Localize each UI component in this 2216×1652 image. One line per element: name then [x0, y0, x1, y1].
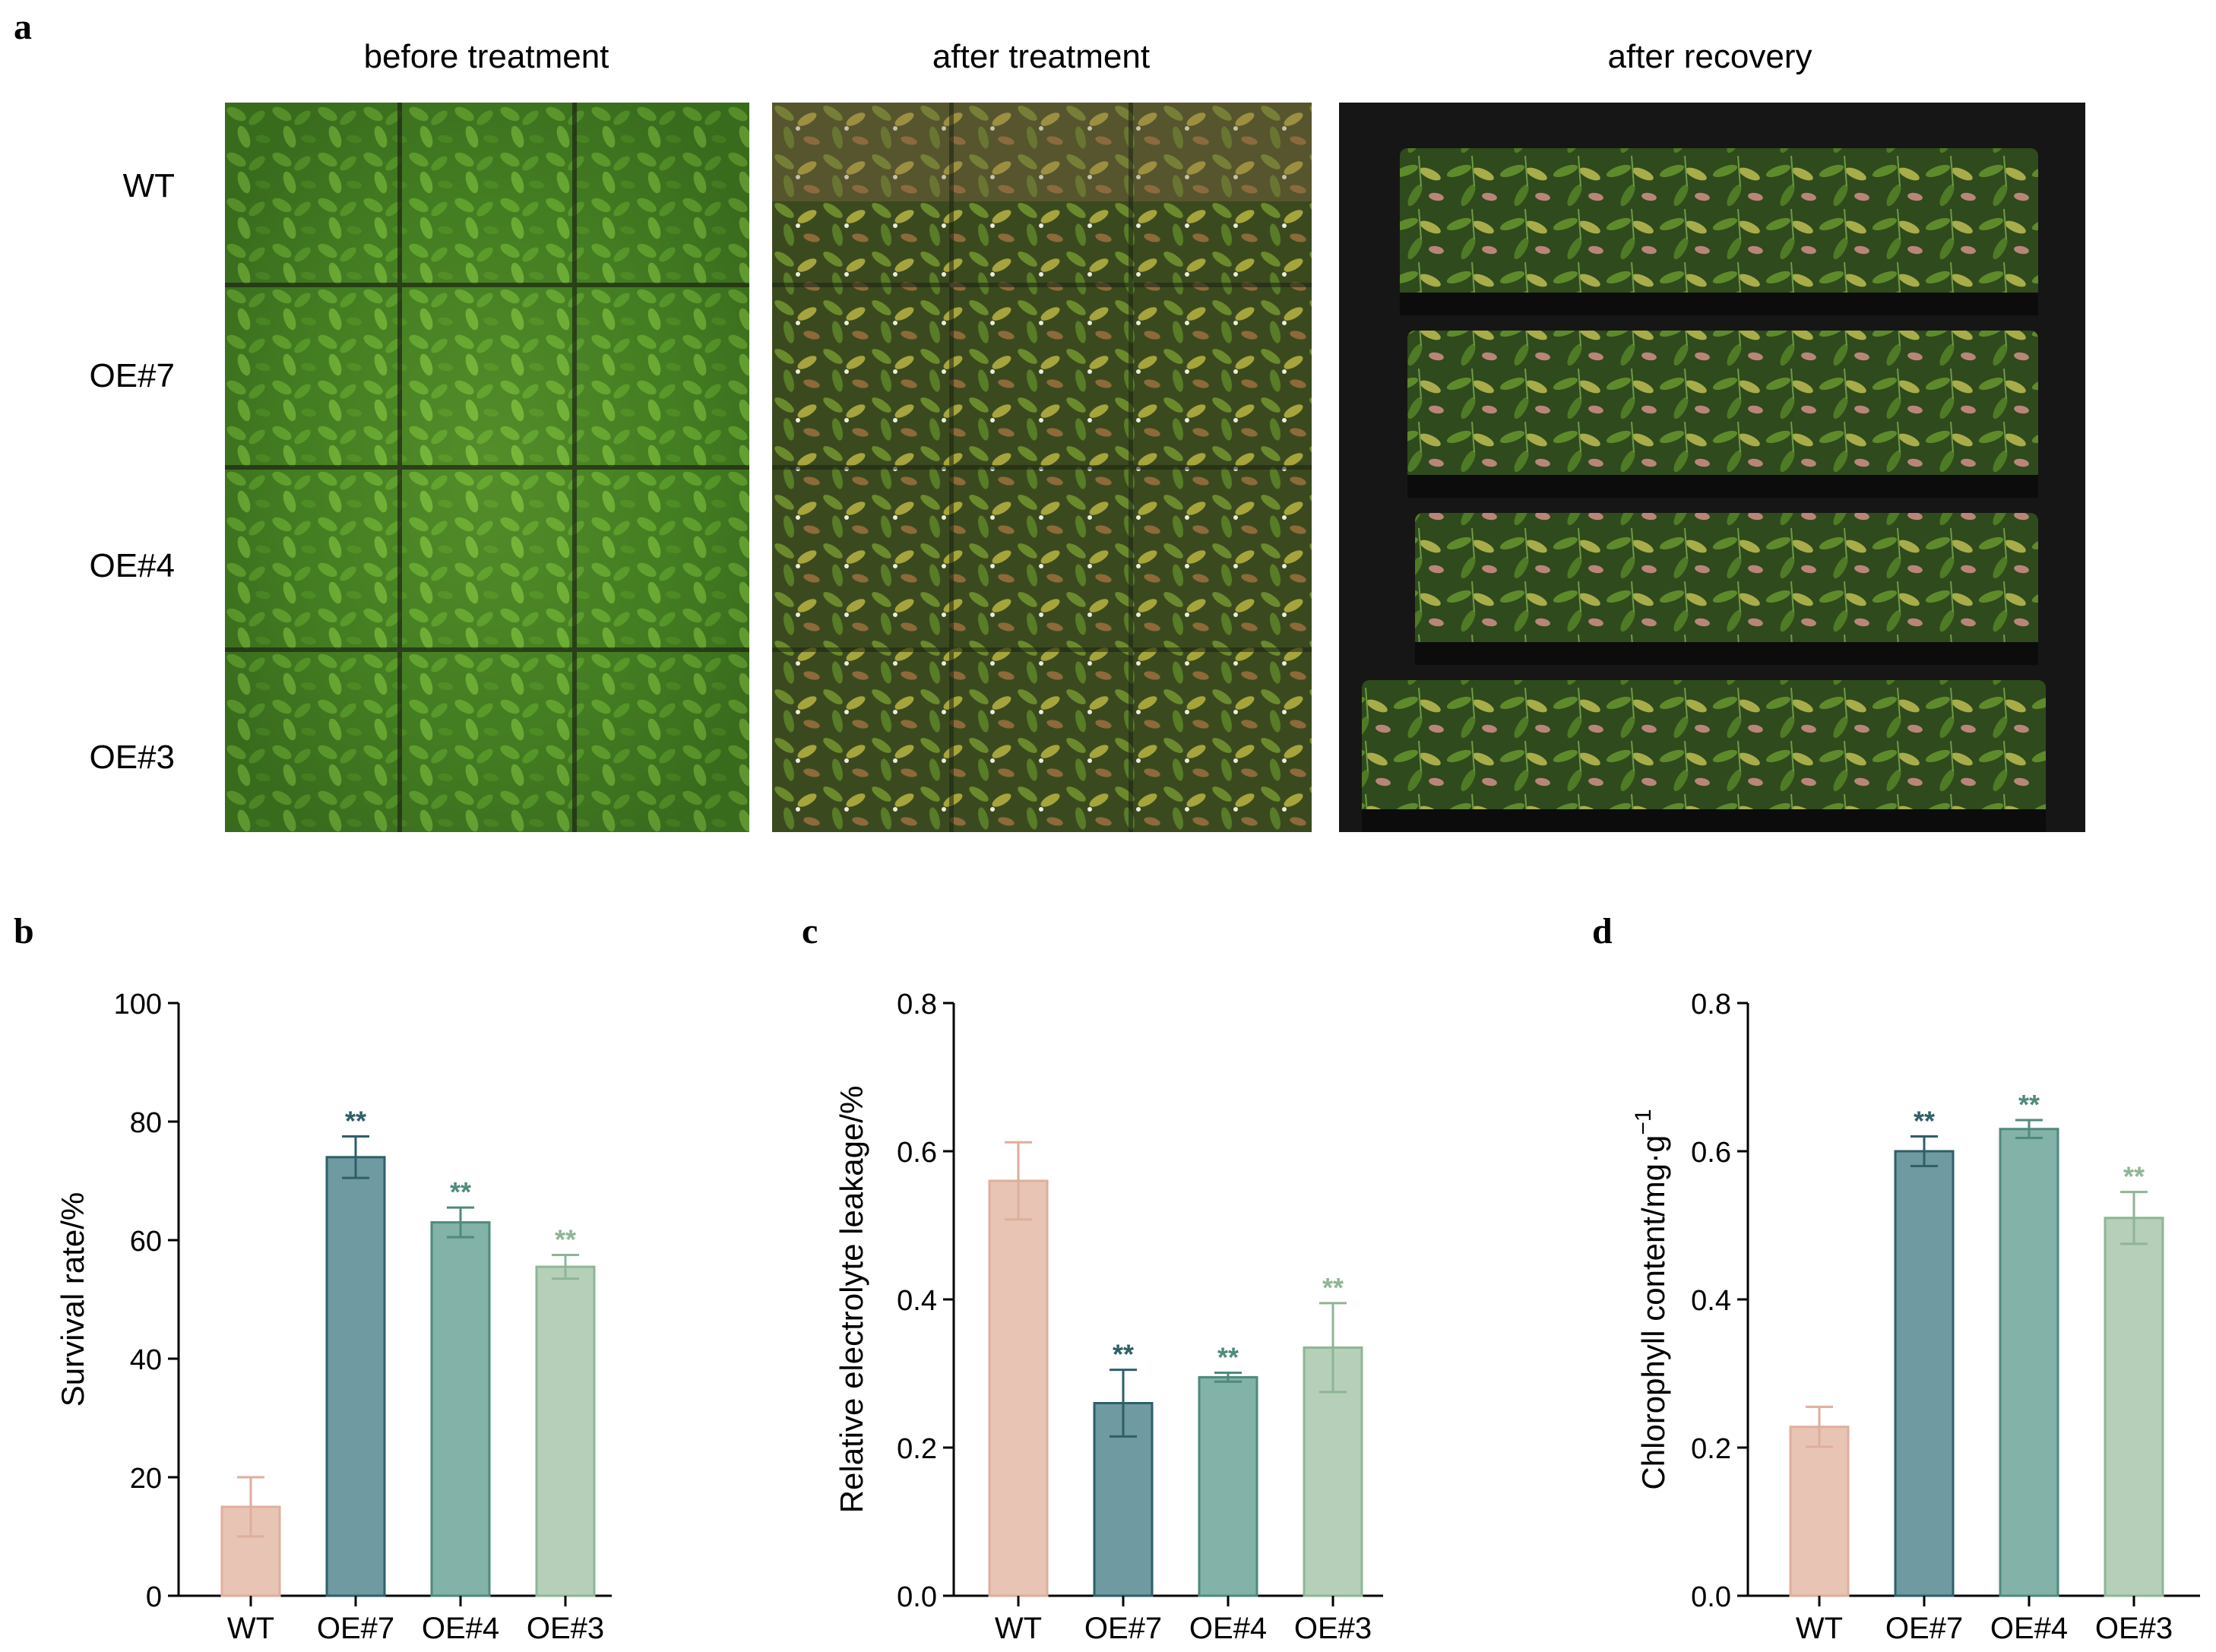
y-tick-label: 0.6 — [897, 1137, 937, 1169]
y-tick-label: 60 — [130, 1226, 162, 1258]
y-axis-label: Relative electrolyte leakage/% — [834, 1086, 869, 1514]
y-tick-label: 0.2 — [897, 1433, 937, 1465]
panel-label-b: b — [14, 911, 34, 951]
bar-oe4 — [1198, 1375, 1258, 1597]
significance-marker: ** — [1217, 1342, 1239, 1373]
significance-marker: ** — [2018, 1089, 2040, 1120]
x-tick-label: WT — [227, 1612, 274, 1645]
x-tick-label: OE#7 — [1084, 1612, 1162, 1645]
row-label-oe4: OE#4 — [89, 547, 175, 584]
x-tick-label: OE#3 — [2095, 1612, 2173, 1645]
significance-marker: ** — [345, 1106, 366, 1137]
significance-marker: ** — [450, 1176, 471, 1207]
x-tick-label: OE#4 — [422, 1612, 499, 1645]
photo-before-treatment — [225, 103, 749, 832]
chart-d: 0.0 0.2 0.4 0.6 0.8 Chlorophyll content/mg·g−… — [1631, 989, 2200, 1645]
y-axis-label-superscript: −1 — [1631, 1109, 1656, 1135]
x-tick-label: OE#4 — [1189, 1612, 1267, 1645]
photo-title-before-treatment: before treatment — [363, 38, 609, 75]
row-label-oe7: OE#7 — [89, 357, 175, 394]
y-tick-label: 0.0 — [897, 1581, 937, 1613]
y-tick-label: 0.0 — [1691, 1581, 1731, 1613]
x-tick-label: OE#3 — [1294, 1612, 1372, 1645]
x-tick-label: WT — [995, 1612, 1042, 1645]
y-tick-label: 0.4 — [897, 1285, 937, 1317]
x-tick-label: WT — [1796, 1612, 1843, 1645]
plant-trays-image — [1339, 103, 2085, 832]
row-label-wt: WT — [122, 167, 175, 204]
bar-oe3 — [2104, 1217, 2164, 1597]
plant-trays-image — [225, 103, 749, 832]
y-tick-label: 100 — [114, 989, 162, 1021]
photo-title-after-treatment: after treatment — [932, 38, 1151, 75]
bar-oe7 — [1894, 1150, 1955, 1597]
y-tick-label: 40 — [130, 1344, 162, 1376]
y-tick-label: 0.4 — [1691, 1285, 1731, 1317]
y-tick-label: 80 — [130, 1107, 162, 1139]
chart-c: 0.0 0.2 0.4 0.6 0.8 Relative electrolyte leak… — [834, 989, 1383, 1645]
significance-marker: ** — [555, 1224, 576, 1255]
y-tick-label: 0.2 — [1691, 1433, 1731, 1465]
bar-wt — [1789, 1426, 1850, 1597]
significance-marker: ** — [1322, 1272, 1344, 1303]
y-axis-label: Survival rate/% — [55, 1192, 90, 1407]
row-label-oe3: OE#3 — [89, 739, 175, 776]
bar-oe4 — [1999, 1128, 2059, 1597]
y-axis-label: Chlorophyll content/mg·g−1 — [1631, 1109, 1671, 1489]
chart-b: 0 20 40 60 80 100 Survival rate/% WT ** OE#7 ** OE#… — [55, 989, 612, 1645]
photo-after-treatment — [772, 103, 1312, 832]
y-tick-label: 0 — [146, 1581, 162, 1613]
significance-marker: ** — [2123, 1161, 2145, 1192]
photo-after-recovery — [1339, 103, 2085, 832]
bar-oe4 — [430, 1221, 491, 1597]
y-tick-label: 0.6 — [1691, 1137, 1731, 1169]
panel-label-d: d — [1592, 911, 1613, 951]
bar-wt — [988, 1179, 1049, 1597]
significance-marker: ** — [1113, 1339, 1134, 1370]
panel-label-c: c — [802, 911, 818, 951]
y-tick-label: 0.8 — [1691, 989, 1731, 1021]
y-tick-label: 20 — [130, 1463, 162, 1495]
plant-trays-image — [772, 103, 1312, 832]
significance-marker: ** — [1914, 1106, 1935, 1137]
y-tick-label: 0.8 — [897, 989, 937, 1021]
bar-oe7 — [325, 1156, 386, 1597]
x-tick-label: OE#4 — [1990, 1612, 2068, 1645]
bar-oe3 — [535, 1265, 596, 1597]
x-tick-label: OE#3 — [527, 1612, 604, 1645]
x-tick-label: OE#7 — [1885, 1612, 1963, 1645]
panel-label-a: a — [14, 7, 32, 47]
photo-title-after-recovery: after recovery — [1607, 38, 1812, 75]
x-tick-label: OE#7 — [317, 1612, 394, 1645]
